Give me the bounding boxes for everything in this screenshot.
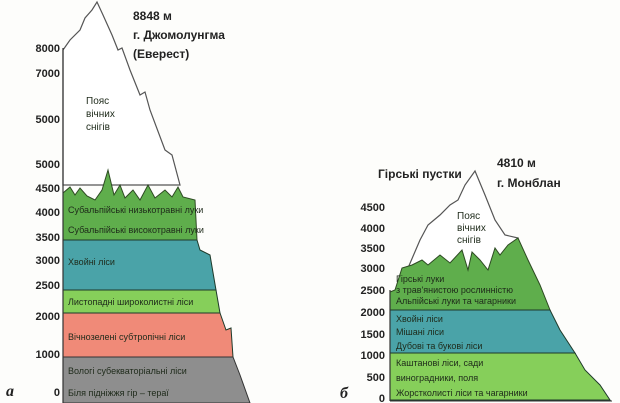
everest-panel-letter: а: [6, 383, 14, 400]
montblanc-snow-label: вічних: [457, 223, 486, 234]
montblanc-zone-label: Дубові та букові ліси: [396, 341, 482, 351]
everest-tick: 5000: [36, 159, 60, 171]
montblanc-tick: 2500: [361, 285, 385, 297]
montblanc-zone-label: Мішані ліси: [396, 327, 444, 337]
montblanc-tick: 1000: [361, 350, 385, 362]
montblanc-zone-label: Гірські луки: [396, 274, 444, 284]
everest-subalpine-meadows-zone: [62, 168, 198, 241]
montblanc-tick: 4000: [361, 223, 385, 235]
montblanc-name: г. Монблан: [497, 176, 561, 190]
everest-tick: 5000: [36, 114, 60, 126]
montblanc-tick: 500: [367, 372, 385, 384]
everest-height: 8848 м: [133, 9, 172, 23]
everest-tick: 4000: [36, 207, 60, 219]
everest-tick: 2000: [36, 311, 60, 323]
everest-tick: 3000: [36, 255, 60, 267]
everest-zone-label: Вічнозелені субтропічні ліси: [68, 332, 185, 342]
everest-zone-label: Листопадні широколистні ліси: [68, 297, 193, 307]
everest-tick: 4500: [36, 183, 60, 195]
everest-tick: 3500: [36, 232, 60, 244]
everest-zone-label: Біля підніжжя гір – тераї: [68, 388, 169, 398]
montblanc-desert-label: Гірські пустки: [378, 167, 462, 181]
montblanc-snow-label: Пояс: [457, 211, 480, 222]
everest-snow-zone: [62, 0, 181, 186]
montblanc-diagram: 4500 4000 3500 3000 2500 2000 1500 1000 …: [340, 156, 612, 403]
montblanc-zone-label: виноградники, поля: [396, 373, 478, 383]
everest-zone-label: Хвойні ліси: [68, 257, 115, 267]
montblanc-zone-label: Каштанові ліси, сади: [396, 358, 483, 368]
montblanc-zone-label: Жорстколисті ліси та чагарники: [396, 388, 528, 398]
montblanc-snow-label: снігів: [457, 235, 481, 246]
everest-tick: 8000: [36, 43, 60, 55]
everest-tick: 0: [54, 387, 60, 399]
everest-name: г. Джомолунгма: [133, 28, 225, 42]
everest-tick: 1000: [36, 349, 60, 361]
montblanc-tick: 2000: [361, 307, 385, 319]
montblanc-tick: 3500: [361, 243, 385, 255]
montblanc-zone-label: Альпійські луки та чагарники: [396, 296, 516, 306]
everest-diagram: 8000 7000 5000 5000 4500 4000 3500 3000 …: [6, 0, 251, 403]
everest-zone-label: Вологі субекваторіальні ліси: [68, 366, 187, 376]
montblanc-tick: 4500: [361, 202, 385, 214]
montblanc-tick: 3000: [361, 263, 385, 275]
montblanc-zone-label: Хвойні ліси: [396, 314, 443, 324]
montblanc-zone-label: з трав'янистою рослинністю: [396, 285, 513, 295]
everest-snow-label: Пояс: [86, 96, 109, 107]
everest-snow-label: вічних: [86, 109, 115, 120]
everest-zone-label: Субальпійські низькотравні луки: [68, 205, 203, 215]
montblanc-meadows-zone: [389, 237, 551, 311]
everest-zone-label: Субальпійські високотравні луки: [68, 225, 204, 235]
everest-tick: 7000: [36, 68, 60, 80]
montblanc-panel-letter: б: [340, 385, 349, 402]
montblanc-height: 4810 м: [497, 156, 536, 170]
montblanc-tick: 0: [379, 393, 385, 403]
montblanc-tick: 1500: [361, 329, 385, 341]
everest-snow-label: снігів: [86, 122, 110, 133]
everest-tick: 2500: [36, 280, 60, 292]
everest-alt-name: (Еверест): [133, 47, 189, 61]
